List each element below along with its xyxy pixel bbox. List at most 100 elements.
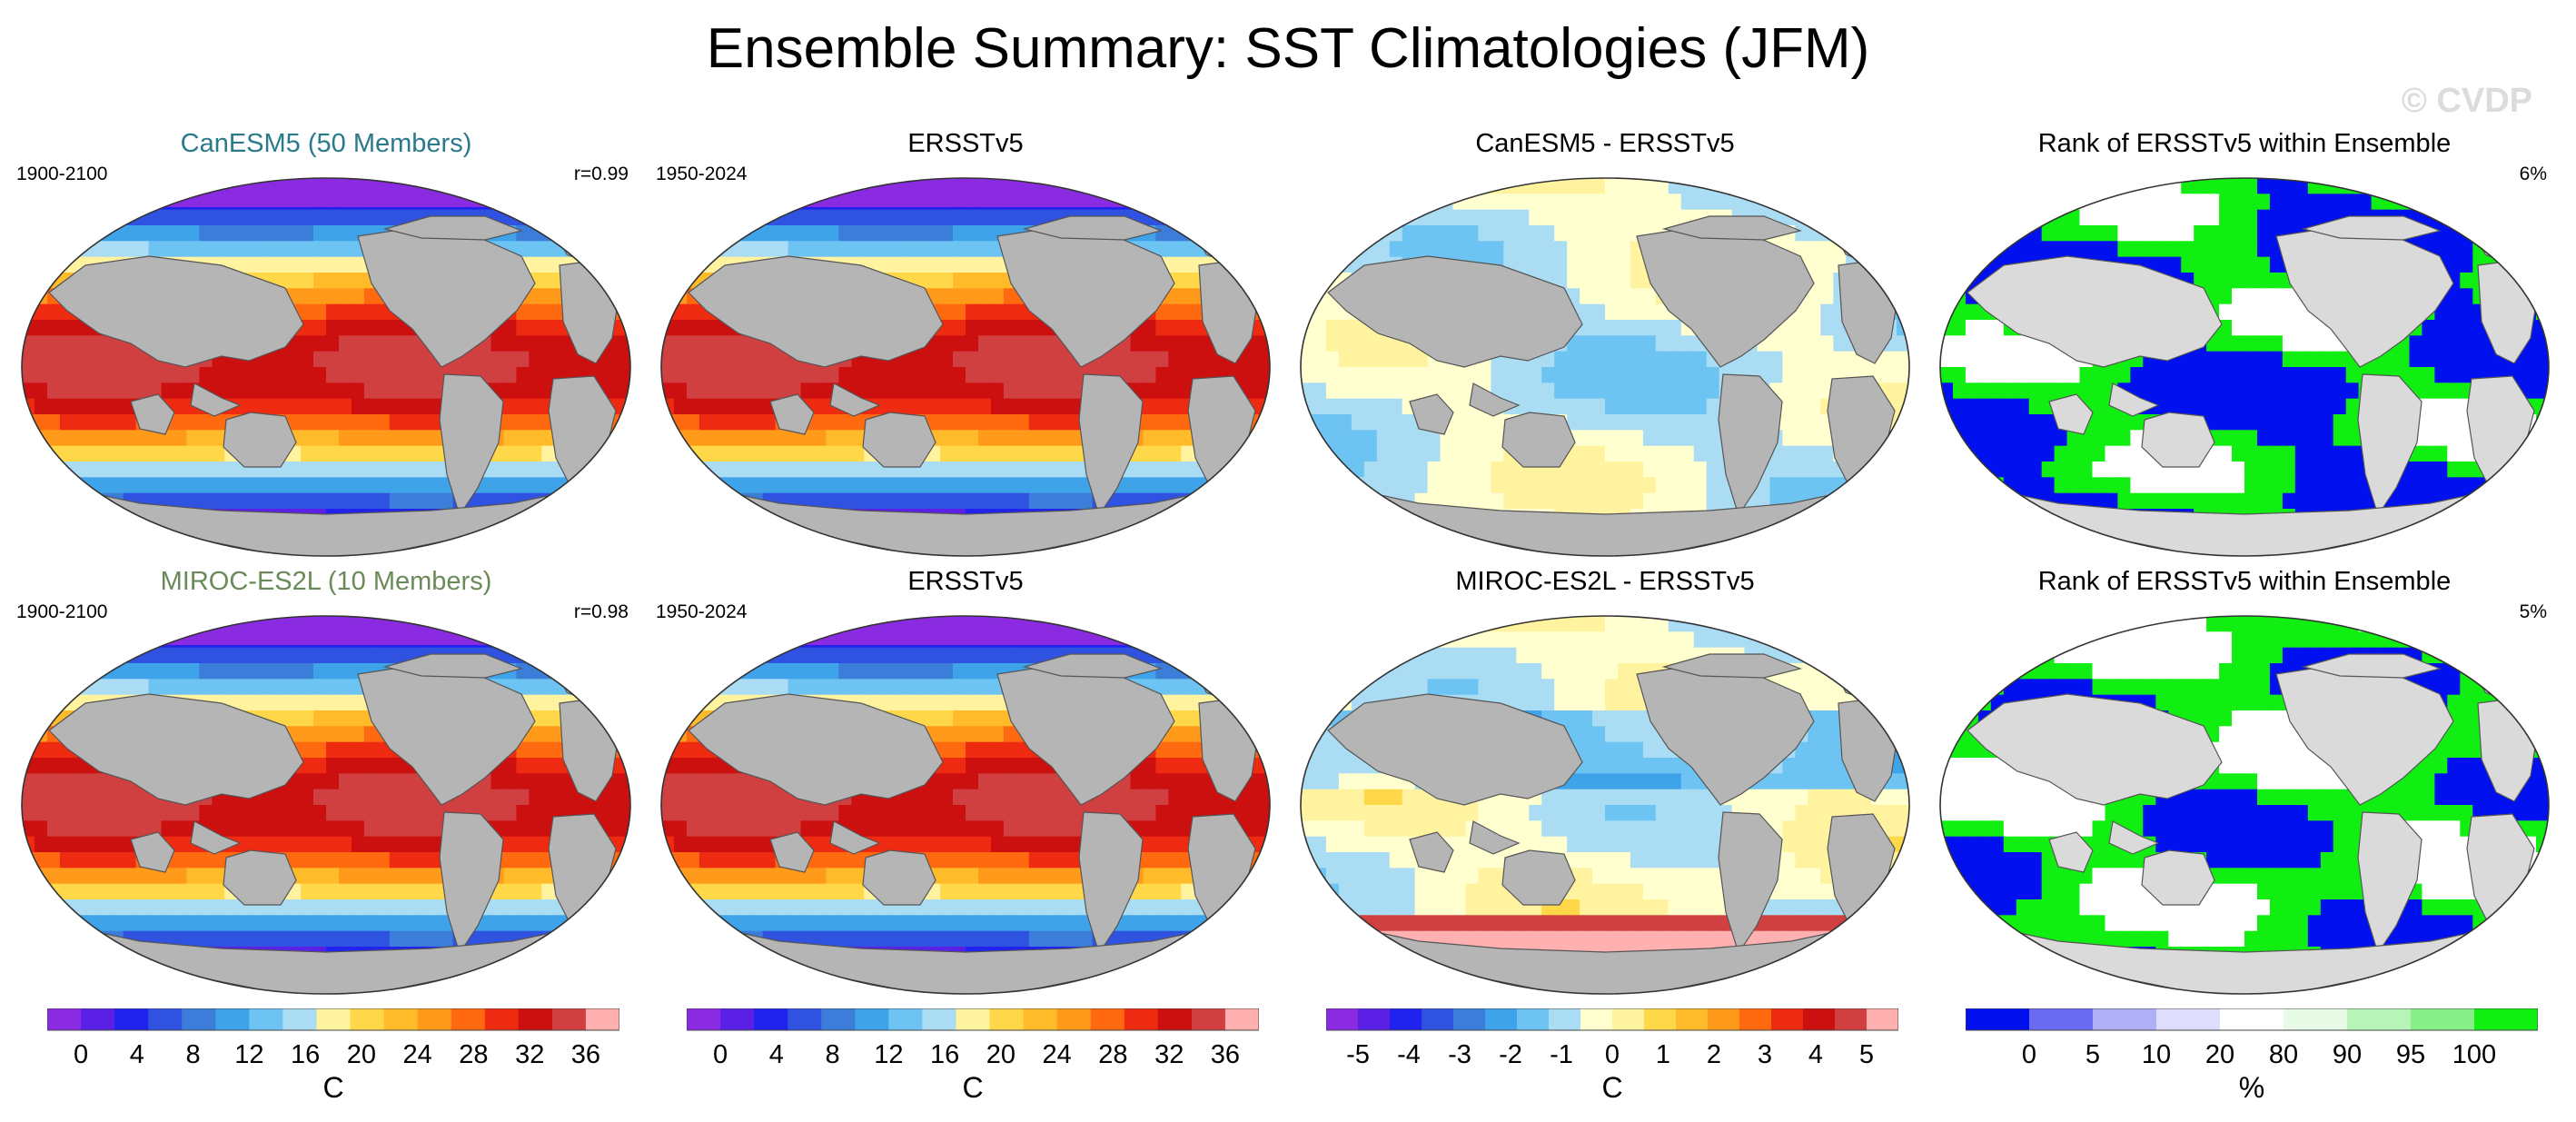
colorbar-swatch (1023, 1008, 1058, 1030)
land-mask (1327, 215, 1900, 556)
colorbar-swatch (148, 1008, 183, 1030)
colorbar-swatch (1612, 1008, 1645, 1030)
colorbar-swatch (2284, 1008, 2348, 1030)
colorbar-tick-label: 0 (2022, 1040, 2036, 1069)
period-label: 1950-2024 (656, 164, 748, 184)
colorbar-swatch (1090, 1008, 1125, 1030)
colorbar-swatch (1453, 1008, 1486, 1030)
panel-r1-c4: Rank of ERSSTv5 within Ensemble 6% (1931, 129, 2558, 565)
colorbar-tick-label: 32 (1154, 1040, 1184, 1069)
colorbar-swatch (451, 1008, 486, 1030)
colorbar-tick-label: 4 (769, 1040, 784, 1069)
colorbar-swatch (2220, 1008, 2284, 1030)
colorbar-swatch (1485, 1008, 1518, 1030)
map-panel-difference (1300, 615, 1910, 995)
map-border (1939, 615, 2550, 995)
colorbar-swatch (989, 1008, 1025, 1030)
map-border (21, 615, 631, 995)
colorbar-swatch (821, 1008, 856, 1030)
colorbar-swatch (182, 1008, 216, 1030)
colorbar-tick-label: -4 (1397, 1040, 1421, 1069)
land-mask (48, 215, 621, 556)
period-label: 1950-2024 (656, 601, 748, 622)
colorbar-tick-label: 32 (515, 1040, 544, 1069)
colorbar-swatch (1867, 1008, 1898, 1030)
cvdp-watermark: © CVDP (2401, 82, 2532, 120)
colorbar-swatch (2347, 1008, 2412, 1030)
colorbar-tick-label: 2 (1707, 1040, 1721, 1069)
colorbar-swatches (1326, 1008, 1898, 1030)
colorbar-swatch (1517, 1008, 1550, 1030)
colorbar-swatches (687, 1008, 1259, 1030)
colorbar-swatch (417, 1008, 452, 1030)
colorbar-tick-label: 16 (291, 1040, 320, 1069)
colorbar-unit-label: C (322, 1071, 343, 1104)
colorbar-swatch (484, 1008, 520, 1030)
colorbar-swatch (551, 1008, 587, 1030)
colorbar-swatch (1124, 1008, 1159, 1030)
colorbar-swatch (1644, 1008, 1677, 1030)
map-border (1300, 615, 1910, 995)
colorbar-swatch (1390, 1008, 1422, 1030)
colorbar-tick-label: 1 (1656, 1040, 1670, 1069)
panel-r1-c2: ERSSTv5 1950-2024 (652, 129, 1279, 565)
panel-r1-c3: CanESM5 - ERSSTv5 (1292, 129, 1918, 565)
colorbar-swatch (518, 1008, 553, 1030)
colorbar-ticks: 0 4 8 12 16 20 24 28 32 36 (74, 1040, 600, 1069)
map-border (660, 177, 1271, 557)
colorbar-tick-label: -1 (1550, 1040, 1573, 1069)
map-panel-canesm5 (21, 177, 631, 557)
colorbar-swatch (1056, 1008, 1092, 1030)
colorbar-swatch (2156, 1008, 2221, 1030)
colorbar-swatch (956, 1008, 991, 1030)
colorbar-tick-label: 20 (2205, 1040, 2234, 1069)
colorbar-swatch (1422, 1008, 1454, 1030)
colorbar-swatch (687, 1008, 721, 1030)
colorbar-tick-label: 20 (986, 1040, 1016, 1069)
colorbar-swatch (1835, 1008, 1868, 1030)
colorbar-swatch (720, 1008, 755, 1030)
colorbar-tick-label: 3 (1758, 1040, 1772, 1069)
colorbar-tick-label: 16 (930, 1040, 959, 1069)
period-label: 1900-2100 (16, 601, 108, 622)
colorbar-swatch (81, 1008, 115, 1030)
colorbar-swatch (383, 1008, 419, 1030)
map-panel-ersst (660, 177, 1271, 557)
colorbar-tick-label: 0 (1605, 1040, 1620, 1069)
colorbar-swatch (2474, 1008, 2538, 1030)
map-panel-ersst (660, 615, 1271, 995)
colorbar-tick-label: 36 (571, 1040, 600, 1069)
panel-title: CanESM5 (50 Members) (180, 129, 472, 158)
map-panel-difference (1300, 177, 1910, 557)
colorbar-tick-label: 0 (713, 1040, 728, 1069)
panel-title: MIROC-ES2L (10 Members) (160, 567, 492, 596)
colorbar-tick-label: -3 (1448, 1040, 1471, 1069)
colorbar-sst-model: 0 4 8 12 16 20 24 28 32 36 C (47, 1008, 619, 1104)
colorbar-swatch (350, 1008, 385, 1030)
rank-percent-label: 5% (2519, 601, 2547, 622)
colorbar-swatch (922, 1008, 956, 1030)
figure-title: Ensemble Summary: SST Climatologies (JFM… (706, 17, 1870, 80)
panel-r2-c4: Rank of ERSSTv5 within Ensemble 5% (1931, 567, 2558, 1003)
land-mask (48, 653, 621, 994)
period-label: 1900-2100 (16, 164, 108, 184)
colorbar-tick-label: 90 (2333, 1040, 2362, 1069)
map-panel-miroc (21, 615, 631, 995)
colorbar-swatch (249, 1008, 283, 1030)
colorbar-tick-label: 5 (2086, 1040, 2100, 1069)
colorbar-tick-label: 8 (826, 1040, 840, 1069)
colorbar-unit-label: C (1601, 1071, 1622, 1104)
colorbar-swatch (1580, 1008, 1613, 1030)
colorbar-tick-label: 8 (186, 1040, 201, 1069)
map-border (21, 177, 631, 557)
colorbar-swatch (585, 1008, 619, 1030)
land-mask (688, 653, 1261, 994)
colorbar-tick-label: 0 (74, 1040, 88, 1069)
colorbar-swatch (2029, 1008, 2094, 1030)
colorbar-swatch (282, 1008, 317, 1030)
map-border (1300, 177, 1910, 557)
colorbar-swatch (855, 1008, 889, 1030)
colorbar-unit-label: C (962, 1071, 983, 1104)
colorbar-swatch (788, 1008, 822, 1030)
colorbar-tick-label: 28 (1098, 1040, 1127, 1069)
